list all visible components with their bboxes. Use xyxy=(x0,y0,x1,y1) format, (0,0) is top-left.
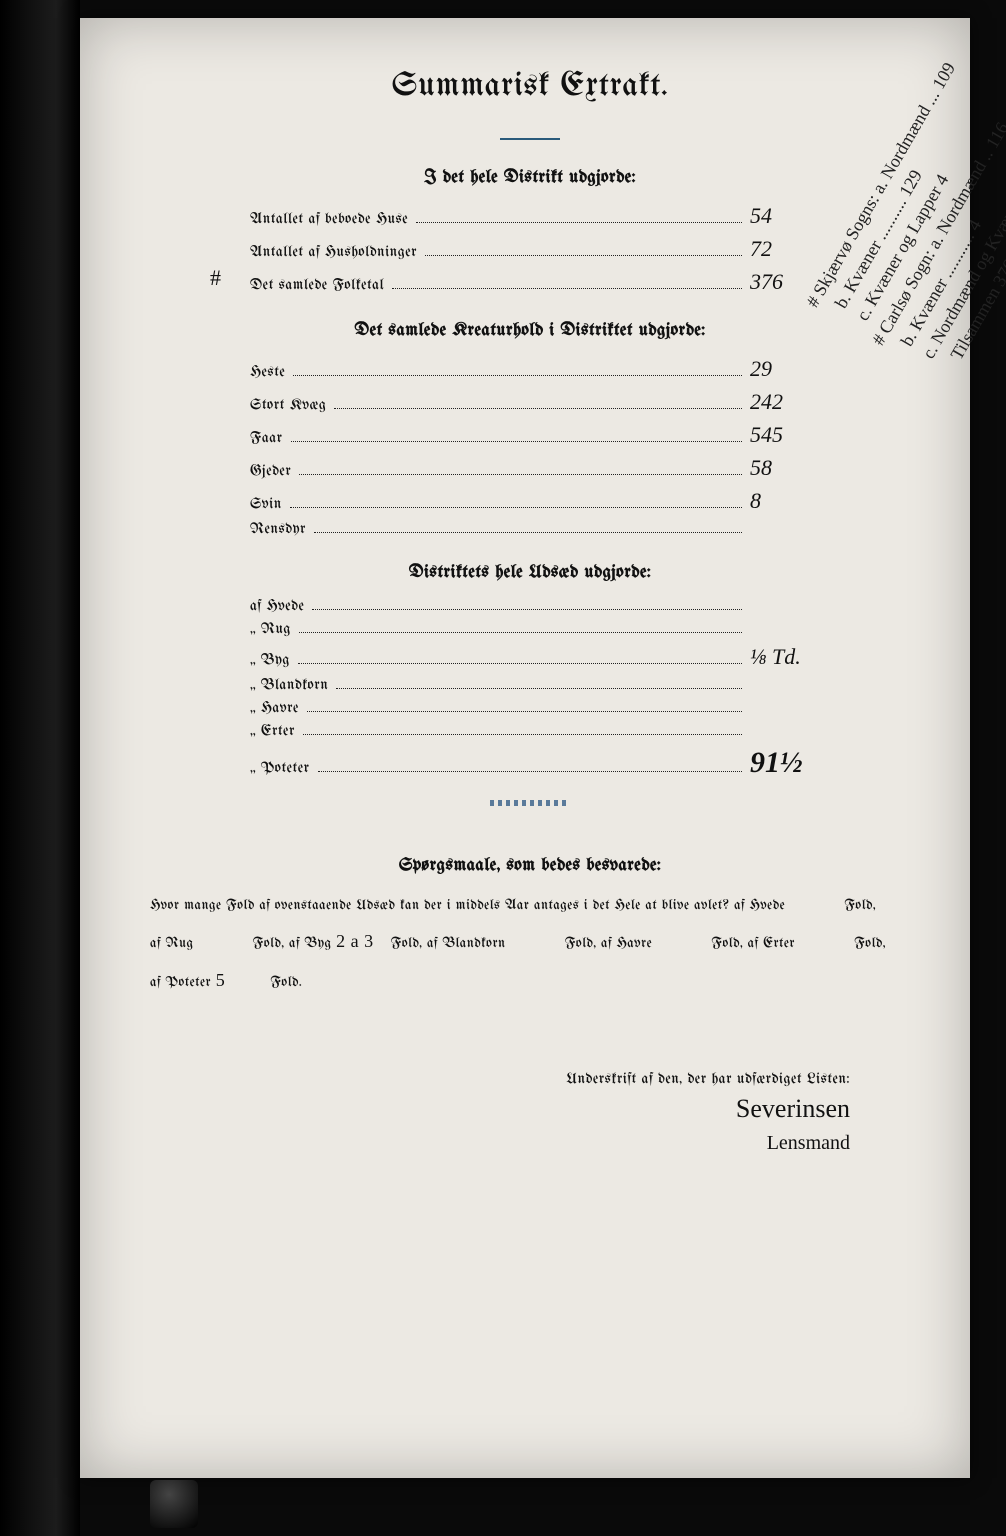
leader-dots xyxy=(318,771,742,772)
row-label: „ Erter xyxy=(250,723,295,739)
table-row: Heste 29 xyxy=(250,356,810,382)
row-label: Antallet af Husholdninger xyxy=(250,244,417,260)
signature-name: Severinsen xyxy=(150,1095,850,1124)
seed-list: af Hvede „ Rug „ Byg ⅛ Td. „ Blandkorn „ … xyxy=(250,598,810,780)
table-row: # Det samlede Folketal 376 xyxy=(250,269,810,295)
scan-frame: Summarisk Extrakt. # Skjærvø Sogns: a. N… xyxy=(0,0,1006,1536)
table-row: Svin 8 xyxy=(250,488,810,514)
row-label: „ Byg xyxy=(250,652,290,668)
table-row: Rensdyr xyxy=(250,521,810,537)
row-label: Antallet af beboede Huse xyxy=(250,211,408,227)
section-district-heading: I det hele Distrikt udgjorde: xyxy=(150,168,910,187)
table-row: Stort Kvæg 242 xyxy=(250,389,810,415)
q2-bland-label: Fold, af Blandkorn xyxy=(391,936,506,951)
leader-dots xyxy=(312,609,742,610)
leader-dots xyxy=(293,375,742,376)
district-list: Antallet af beboede Huse 54 Antallet af … xyxy=(250,203,810,295)
hash-mark-icon: # xyxy=(210,265,221,291)
row-value: ⅛ Td. xyxy=(750,644,810,670)
row-label: Stort Kvæg xyxy=(250,397,326,413)
questions-block: Spørgsmaale, som bedes besvarede: Hvor m… xyxy=(150,856,910,1001)
row-value: 545 xyxy=(750,422,810,448)
divider-wavy xyxy=(490,800,570,806)
leader-dots xyxy=(303,734,742,735)
leader-dots xyxy=(392,288,742,289)
row-value: 58 xyxy=(750,455,810,481)
table-row: Faar 545 xyxy=(250,422,810,448)
row-value: 91½ xyxy=(750,746,810,780)
row-label: „ Poteter xyxy=(250,760,310,776)
row-value: 8 xyxy=(750,488,810,514)
row-label: Faar xyxy=(250,430,283,446)
q2-erter-label: Fold, af Erter xyxy=(711,936,795,951)
row-label: „ Havre xyxy=(250,700,299,716)
table-row: Antallet af beboede Huse 54 xyxy=(250,203,810,229)
q1-text: Hvor mange Fold af ovenstaaende Udsæd ka… xyxy=(150,898,785,913)
q1-suffix: Fold, xyxy=(844,898,876,913)
row-label: Svin xyxy=(250,496,282,512)
q2-byg-label: Fold, af Byg xyxy=(253,936,332,951)
document-page: Summarisk Extrakt. # Skjærvø Sogns: a. N… xyxy=(80,18,970,1478)
q3-pot-label: af Poteter xyxy=(150,975,211,990)
leader-dots xyxy=(336,688,742,689)
row-label: Det samlede Folketal xyxy=(250,277,384,293)
binder-clip-icon xyxy=(150,1480,198,1528)
signature-block: Underskrift af den, der har udfærdiget L… xyxy=(150,1071,910,1154)
q2-erter-suffix: Fold, xyxy=(854,936,886,951)
row-value: 29 xyxy=(750,356,810,382)
leader-dots xyxy=(291,441,742,442)
leader-dots xyxy=(299,632,742,633)
row-label: Heste xyxy=(250,364,285,380)
table-row: „ Havre xyxy=(250,700,810,716)
title-rule xyxy=(500,138,560,140)
row-value: 72 xyxy=(750,236,810,262)
row-label: Rensdyr xyxy=(250,521,306,537)
leader-dots xyxy=(290,507,742,508)
table-row: Gjeder 58 xyxy=(250,455,810,481)
table-row: af Hvede xyxy=(250,598,810,614)
leader-dots xyxy=(307,711,742,712)
leader-dots xyxy=(314,532,742,533)
leader-dots xyxy=(299,474,742,475)
questions-heading: Spørgsmaale, som bedes besvarede: xyxy=(150,856,910,875)
table-row: „ Blandkorn xyxy=(250,677,810,693)
page-title: Summarisk Extrakt. xyxy=(150,68,910,104)
question-line-3: af Poteter 5 Fold. xyxy=(150,961,910,1001)
row-label: „ Blandkorn xyxy=(250,677,328,693)
q2-rug-label: af Rug xyxy=(150,936,194,951)
table-row: Antallet af Husholdninger 72 xyxy=(250,236,810,262)
row-value: 54 xyxy=(750,203,810,229)
section-livestock-heading: Det samlede Kreaturhold i Distriktet udg… xyxy=(150,321,910,340)
book-spine xyxy=(0,0,80,1536)
section-seed-heading: Distriktets hele Udsæd udgjorde: xyxy=(150,563,910,582)
q2-byg-value: 2 a 3 xyxy=(336,922,386,962)
leader-dots xyxy=(298,663,742,664)
livestock-list: Heste 29 Stort Kvæg 242 Faar 545 Gjeder 58 S… xyxy=(250,356,810,537)
signature-title: Lensmand xyxy=(150,1132,850,1154)
table-row: „ Erter xyxy=(250,723,810,739)
row-label: „ Rug xyxy=(250,621,291,637)
table-row: „ Byg ⅛ Td. xyxy=(250,644,810,670)
q3-pot-value: 5 xyxy=(216,961,266,1001)
q2-havre-label: Fold, af Havre xyxy=(565,936,652,951)
signature-label: Underskrift af den, der har udfærdiget L… xyxy=(150,1071,850,1087)
leader-dots xyxy=(425,255,742,256)
leader-dots xyxy=(334,408,742,409)
row-label: Gjeder xyxy=(250,463,291,479)
question-line-1: Hvor mange Fold af ovenstaaende Udsæd ka… xyxy=(150,891,910,922)
leader-dots xyxy=(416,222,742,223)
row-value: 376 xyxy=(750,269,810,295)
row-label: af Hvede xyxy=(250,598,304,614)
question-line-2: af Rug Fold, af Byg 2 a 3 Fold, af Bland… xyxy=(150,922,910,962)
row-value: 242 xyxy=(750,389,810,415)
q3-pot-suffix: Fold. xyxy=(270,975,302,990)
table-row: „ Poteter 91½ xyxy=(250,746,810,780)
table-row: „ Rug xyxy=(250,621,810,637)
